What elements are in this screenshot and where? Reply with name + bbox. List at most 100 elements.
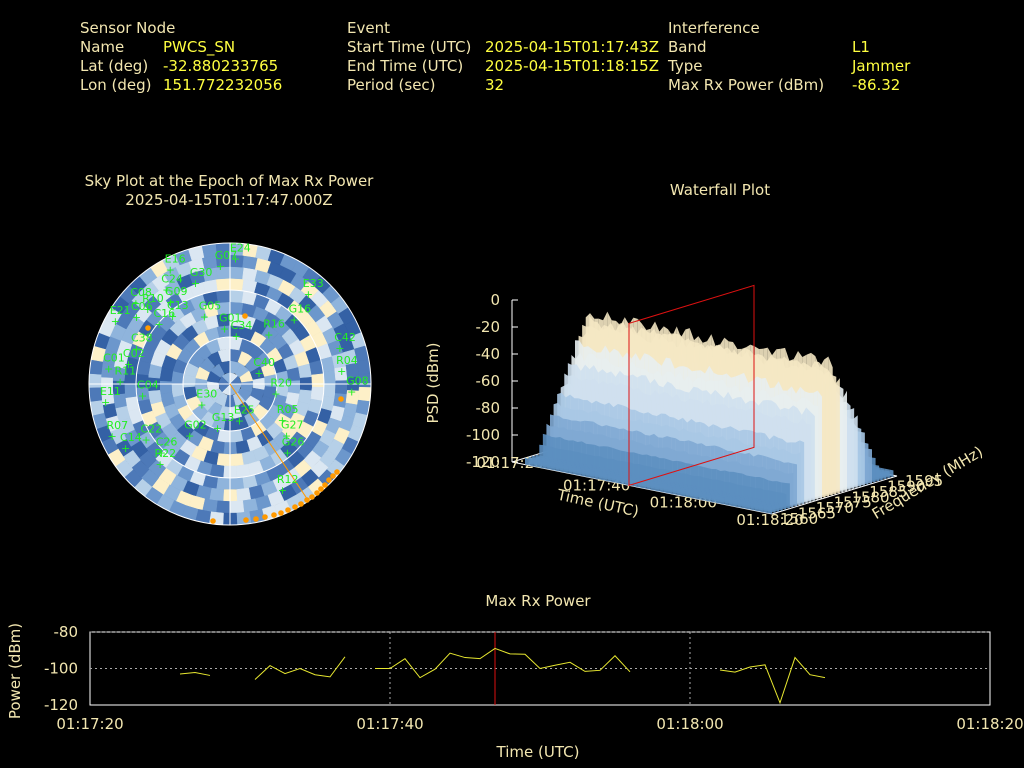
satellite-label: C42 xyxy=(334,331,356,344)
power-series xyxy=(179,647,826,705)
satellite-plus: + xyxy=(111,315,120,328)
event-heading: Event xyxy=(347,19,390,37)
sky-track-dot xyxy=(271,512,277,518)
wf-surface-strip xyxy=(694,491,699,500)
satellite-plus: + xyxy=(200,310,209,323)
event-start-label: Start Time (UTC) xyxy=(347,38,472,56)
satellite-plus: + xyxy=(271,388,280,401)
sky-cell xyxy=(89,359,103,375)
wf-z-tick-label: -120 xyxy=(466,453,500,471)
wf-surface-strip xyxy=(663,485,668,494)
satellite-label: G27 xyxy=(281,418,304,431)
satellite-plus: + xyxy=(264,329,273,342)
satellite-plus: + xyxy=(191,277,200,290)
wf-surface-strip xyxy=(774,504,780,512)
sky-track-dot xyxy=(262,514,268,520)
satellite-label: C02 xyxy=(123,347,145,360)
wf-surface-strip xyxy=(538,460,543,469)
satellite-plus: + xyxy=(138,389,147,402)
satellite-plus: + xyxy=(197,398,206,411)
sky-track-dot xyxy=(145,325,151,331)
wf-surface-strip xyxy=(659,484,664,493)
sky-cell xyxy=(170,383,185,398)
wf-surface-strip xyxy=(672,487,677,495)
satellite-label: G05 xyxy=(199,299,222,312)
sensor-lat-value: -32.880233765 xyxy=(163,57,279,75)
interference-type-label: Type xyxy=(668,57,703,75)
wf-surface-strip xyxy=(789,472,794,508)
satellite-plus: + xyxy=(335,342,344,355)
sky-track-dot xyxy=(309,494,315,500)
satellite-label: R22 xyxy=(155,447,177,460)
satellite-plus: + xyxy=(185,430,194,443)
satellite-plus: + xyxy=(104,362,113,375)
wf-surface-strip xyxy=(806,424,812,503)
sky-cell xyxy=(159,380,173,395)
sky-cell xyxy=(229,289,244,303)
wf-surface-strip xyxy=(878,472,883,481)
satellite-plus: + xyxy=(278,414,287,427)
sky-cell xyxy=(357,386,371,402)
event-period-value: 32 xyxy=(485,76,505,94)
wf-freq-tick-label: 1565 xyxy=(798,505,836,523)
sky-cell xyxy=(322,369,337,385)
wf-freq-tick-label: 1570 xyxy=(816,499,854,517)
wf-z-tick-label: -60 xyxy=(476,372,501,390)
satellite-plus: + xyxy=(254,367,263,380)
wf-surface-strip xyxy=(885,470,890,479)
sensor-heading: Sensor Node xyxy=(80,19,176,37)
wf-surface-strip xyxy=(624,477,629,486)
wf-surface-strip xyxy=(616,476,621,484)
satellite-plus: + xyxy=(166,264,175,277)
satellite-label: G07 xyxy=(215,249,238,262)
waterfall-marker-plane xyxy=(628,284,755,487)
sky-track-dot xyxy=(278,510,284,516)
satellite-label: E21 xyxy=(110,304,131,317)
wf-surface-strip xyxy=(676,488,681,496)
wf-surface-strip xyxy=(853,415,858,488)
sensor-lat-label: Lat (deg) xyxy=(80,57,149,75)
sky-track-dot xyxy=(322,482,328,488)
satellite-label: C13 xyxy=(167,299,189,312)
satellite-label: E16 xyxy=(165,253,186,266)
sky-cell xyxy=(215,277,231,292)
satellite-label: G13 xyxy=(212,411,235,424)
wf-surface-strip xyxy=(555,463,560,472)
wf-surface-strip xyxy=(860,431,865,486)
wf-freq-tick-label: 1585 xyxy=(869,483,907,501)
power-x-tick-label: 01:18:00 xyxy=(656,715,723,733)
interference-type-value: Jammer xyxy=(852,57,911,75)
wf-surface-strip xyxy=(889,469,894,478)
wf-surface-strip xyxy=(785,483,790,509)
sky-track-dot xyxy=(210,518,216,524)
wf-surface-strip xyxy=(533,459,538,468)
wf-surface-strip xyxy=(698,492,703,501)
satellite-plus: + xyxy=(347,386,356,399)
wf-surface-strip xyxy=(546,462,551,470)
wf-surface-strip xyxy=(724,497,729,506)
wf-surface-strip xyxy=(525,457,530,466)
sky-track-dot xyxy=(318,486,324,492)
sky-plot-title: Sky Plot at the Epoch of Max Rx Power xyxy=(85,172,375,190)
wf-surface-strip xyxy=(668,486,673,495)
sensor-lon-value: 151.772232056 xyxy=(163,76,283,94)
satellite-plus: + xyxy=(141,433,150,446)
wf-surface-strip xyxy=(585,469,590,478)
wf-surface-strip xyxy=(572,467,577,475)
wf-surface-strip xyxy=(792,463,797,507)
wf-surface-strip xyxy=(750,502,755,511)
satellite-label: G09 xyxy=(165,285,188,298)
wf-surface-strip xyxy=(796,452,801,506)
event-end-label: End Time (UTC) xyxy=(347,57,464,75)
wf-surface-strip xyxy=(881,471,887,480)
satellite-label: E25 xyxy=(234,403,255,416)
wf-surface-strip xyxy=(611,475,616,483)
sky-cell xyxy=(216,453,231,467)
satellite-label: G30 xyxy=(190,266,213,279)
satellite-label: G08 xyxy=(346,375,369,388)
sky-cell xyxy=(310,386,325,402)
satellite-label: C01 xyxy=(103,351,125,364)
power-y-tick-label: -80 xyxy=(54,623,79,641)
wf-surface-strip xyxy=(835,378,840,494)
